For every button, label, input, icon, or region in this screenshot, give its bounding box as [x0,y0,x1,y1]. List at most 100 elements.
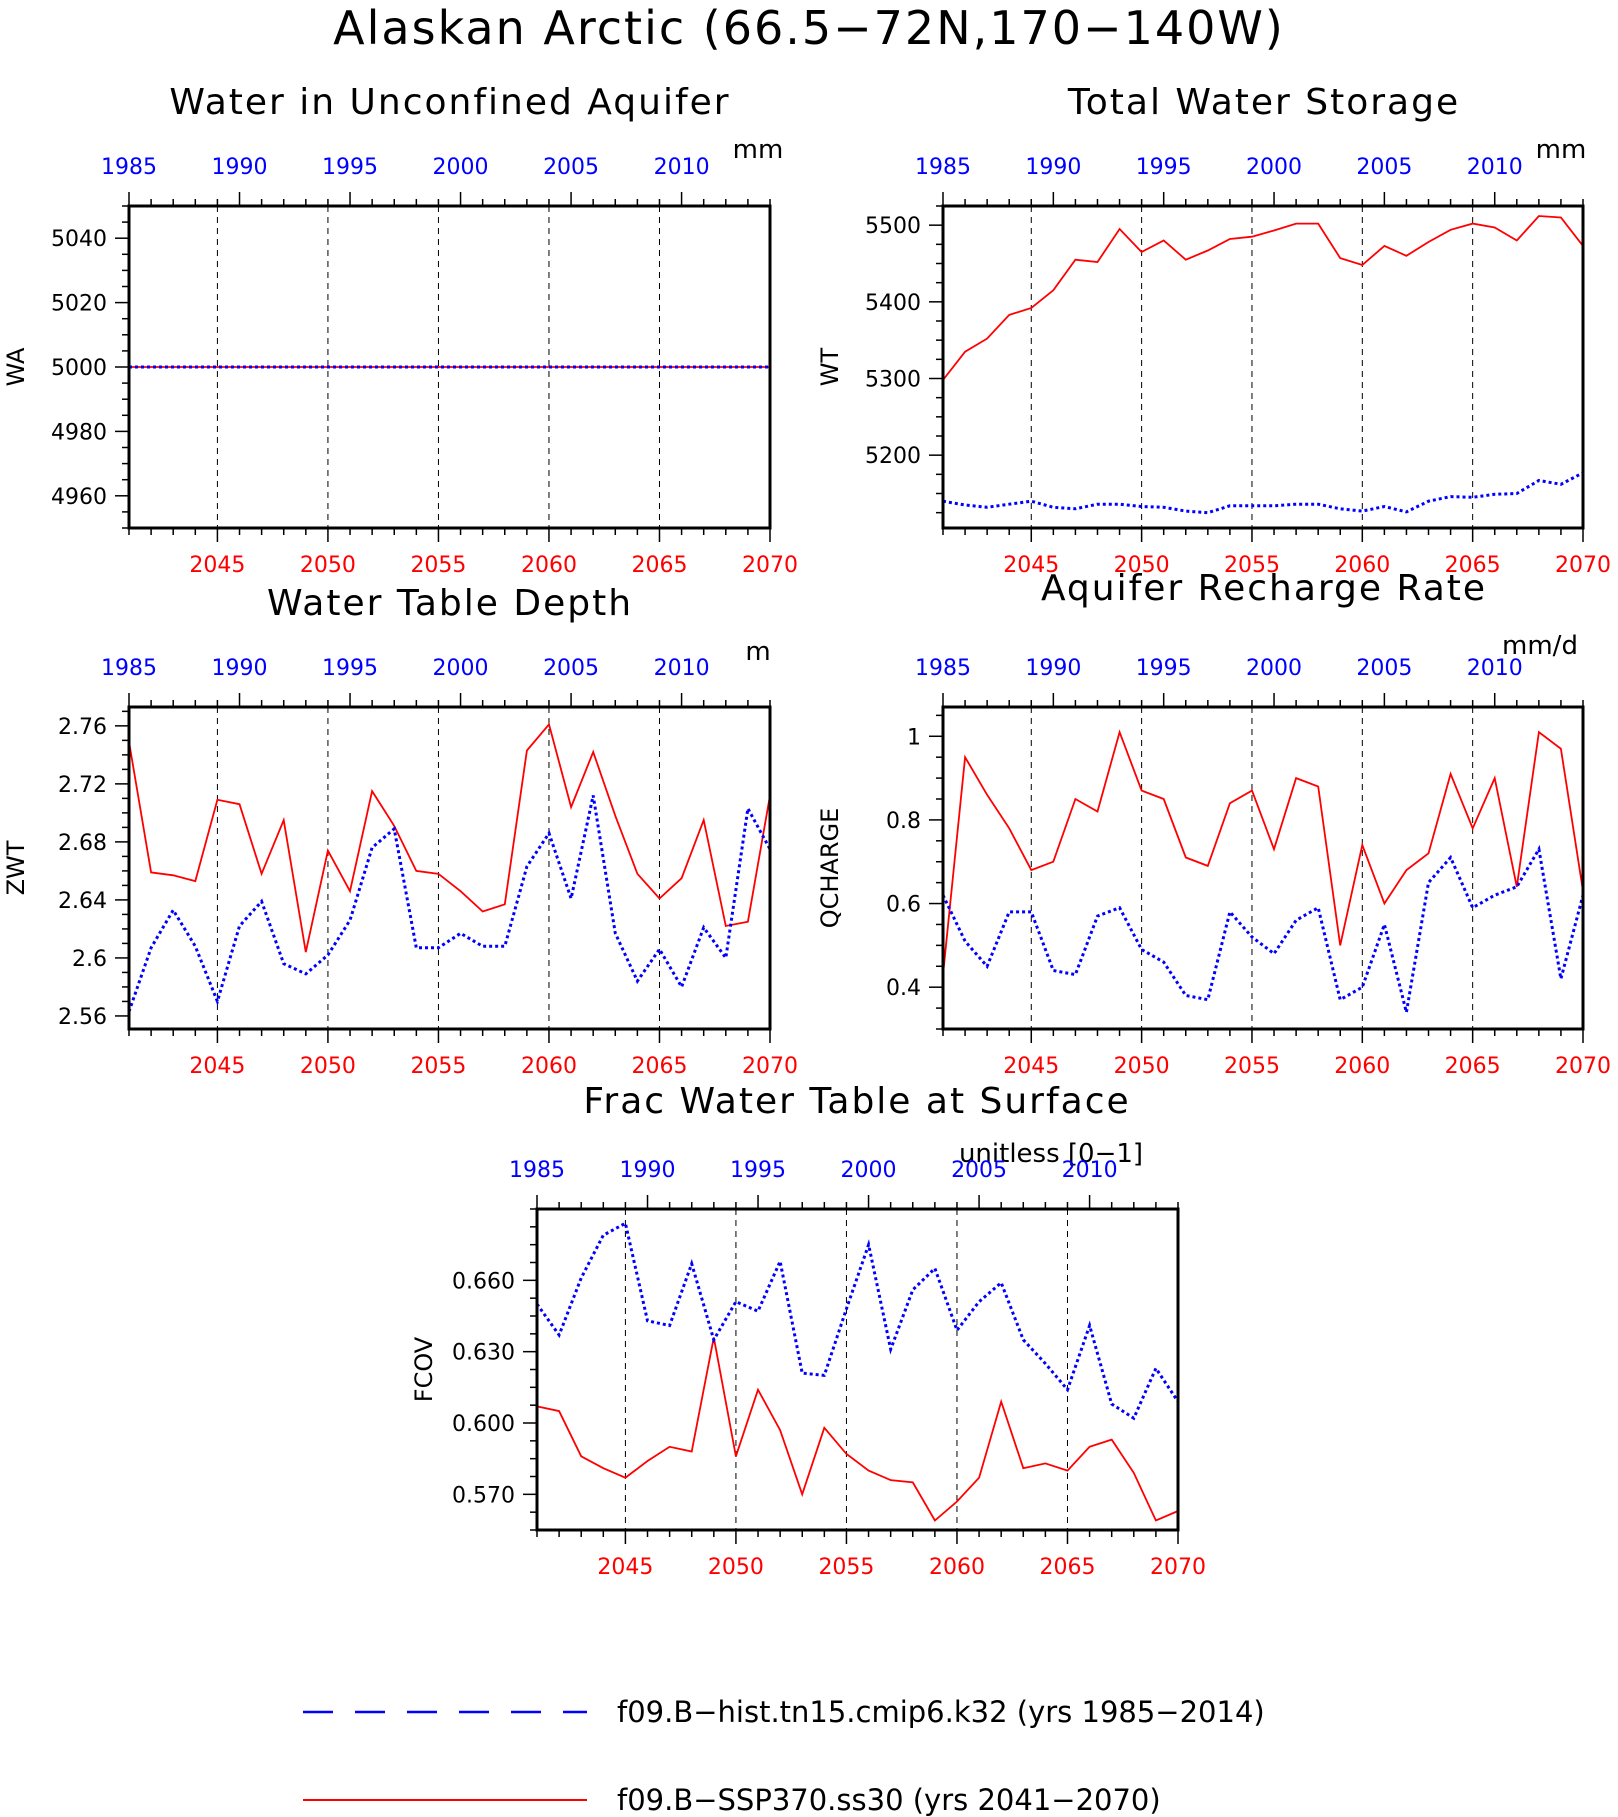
x-tick-label-future: 2050 [1114,553,1170,578]
x-tick-label-hist: 1990 [212,155,268,180]
y-tick-label: 4960 [51,485,107,510]
y-tick-label: 5020 [51,292,107,317]
x-tick-label-hist: 2000 [1246,155,1302,180]
series-line-future [536,1337,1179,1522]
series-line-future [942,729,1584,975]
x-tick-label-future: 2070 [1150,1555,1206,1580]
y-tick-label: 2.72 [58,773,107,798]
plot-frame [535,1207,1180,1532]
x-tick-label-hist: 1985 [101,155,157,180]
units-label: unitless [0−1] [959,1139,1143,1169]
series-line-hist [942,471,1584,515]
x-tick-label-future: 2055 [410,553,466,578]
x-tick-label-future: 2060 [929,1555,985,1580]
y-tick-label: 2.56 [58,1005,107,1030]
x-tick-label-future: 2045 [1003,1054,1059,1079]
y-tick-label: 5200 [865,444,921,469]
y-tick-label: 0.4 [886,976,921,1001]
x-tick-label-hist: 1995 [730,1158,786,1183]
x-tick-label-hist: 2010 [1062,1158,1118,1183]
x-tick-label-future: 2060 [521,1054,577,1079]
units-label: mm [1536,135,1587,165]
panel-frac-water-table-at-surface: Frac Water Table at Surface unitless [0−1… [410,1081,1206,1580]
y-tick-label: 0.6 [886,893,921,918]
y-tick-label: 5040 [51,227,107,252]
x-tick-label-hist: 1990 [1025,155,1081,180]
x-tick-label-future: 2045 [1003,553,1059,578]
series-line-hist [127,795,772,1013]
y-tick-label: 0.630 [452,1341,515,1366]
x-tick-label-future: 2050 [708,1555,764,1580]
x-tick-label-future: 2050 [300,553,356,578]
x-tick-label-future: 2060 [1334,1054,1390,1079]
y-tick-label: 4980 [51,420,107,445]
x-tick-label-future: 2055 [410,1054,466,1079]
x-tick-label-hist: 1990 [212,656,268,681]
panel-title: Aquifer Recharge Rate [1041,568,1487,609]
panel-water-table-depth: Water Table Depth m ZWT 2045 2050 2055 2060 206… [2,583,798,1079]
y-axis-label: WT [816,347,844,386]
x-tick-label-future: 2050 [300,1054,356,1079]
x-tick-label-future: 2070 [1555,553,1611,578]
y-tick-label: 5500 [865,214,921,239]
x-tick-label-hist: 1995 [1136,656,1192,681]
y-tick-label: 0.570 [452,1483,515,1508]
x-tick-label-future: 2065 [631,1054,687,1079]
x-tick-label-future: 2045 [189,1054,245,1079]
y-axis-label: WA [2,347,30,386]
y-tick-label: 2.76 [58,715,107,740]
units-label: mm/d [1502,631,1578,661]
x-tick-label-future: 2065 [1445,1054,1501,1079]
x-tick-label-hist: 1985 [101,656,157,681]
x-tick-label-hist: 2010 [654,155,710,180]
plot-frame [941,705,1585,1031]
x-tick-label-future: 2045 [597,1555,653,1580]
x-tick-label-hist: 2005 [1356,656,1412,681]
y-tick-label: 2.68 [58,831,107,856]
x-tick-label-future: 2045 [189,553,245,578]
y-tick-label: 1 [907,725,921,750]
x-tick-label-hist: 2010 [1467,155,1523,180]
main-title: Alaskan Arctic (66.5−72N,170−140W) [333,1,1285,55]
x-tick-label-future: 2055 [818,1555,874,1580]
units-label: m [745,637,770,667]
y-tick-label: 0.8 [886,809,921,834]
y-axis-label: FCOV [410,1336,438,1402]
x-tick-label-hist: 1995 [322,155,378,180]
x-tick-label-hist: 2000 [1246,656,1302,681]
plot-frame [127,705,772,1031]
x-tick-label-future: 2050 [1114,1054,1170,1079]
legend: f09.B−hist.tn15.cmip6.k32 (yrs 1985−2014… [303,1695,1265,1817]
panel-total-water-storage: Total Water Storage mm WT 2045 2050 2055 2060 2… [816,82,1611,578]
y-axis-label: QCHARGE [816,808,844,929]
y-tick-label: 2.64 [58,889,107,914]
y-tick-label: 0.600 [452,1412,515,1437]
series-line-future [942,215,1584,381]
x-tick-label-hist: 1985 [915,656,971,681]
x-tick-label-hist: 2005 [951,1158,1007,1183]
units-label: mm [733,135,784,165]
x-tick-label-future: 2060 [1334,553,1390,578]
x-tick-label-future: 2070 [742,1054,798,1079]
x-tick-label-future: 2060 [521,553,577,578]
x-tick-label-future: 2070 [742,553,798,578]
x-tick-label-hist: 2000 [433,656,489,681]
legend-label-hist: f09.B−hist.tn15.cmip6.k32 (yrs 1985−2014… [617,1695,1265,1729]
y-tick-label: 5300 [865,368,921,393]
x-tick-label-hist: 1985 [509,1158,565,1183]
panel-title: Water Table Depth [267,583,633,624]
x-tick-label-hist: 1990 [620,1158,676,1183]
y-tick-label: 2.6 [72,947,107,972]
y-tick-label: 0.660 [452,1269,515,1294]
x-tick-label-hist: 1995 [1136,155,1192,180]
y-tick-label: 5000 [51,356,107,381]
x-tick-label-future: 2065 [1445,553,1501,578]
x-tick-label-hist: 2005 [543,656,599,681]
series-line-hist [941,844,1585,1013]
series-line-hist [535,1221,1180,1421]
x-tick-label-hist: 2010 [1467,656,1523,681]
x-tick-label-hist: 1995 [322,656,378,681]
panel-title: Total Water Storage [1067,82,1460,123]
